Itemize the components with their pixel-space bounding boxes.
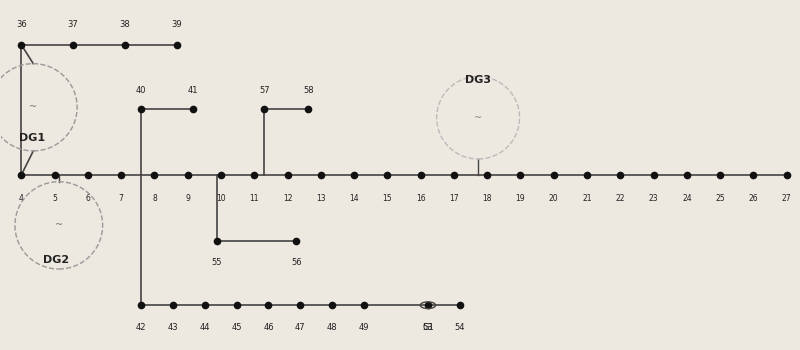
Text: DG1: DG1 [18,133,45,143]
Text: 19: 19 [516,194,526,203]
Text: ~: ~ [474,113,482,123]
Text: 55: 55 [211,258,222,267]
Text: 18: 18 [482,194,492,203]
Text: 43: 43 [167,323,178,331]
Text: 26: 26 [749,194,758,203]
Text: 48: 48 [327,323,338,331]
Text: 49: 49 [359,323,370,331]
Text: 14: 14 [350,194,359,203]
Text: 22: 22 [615,194,625,203]
Text: 21: 21 [582,194,592,203]
Text: 39: 39 [171,20,182,29]
Text: 9: 9 [186,194,190,203]
Text: 7: 7 [118,194,123,203]
Text: 20: 20 [549,194,558,203]
Text: 11: 11 [250,194,259,203]
Text: ~: ~ [30,102,38,112]
Text: DG3: DG3 [465,75,491,85]
Text: 36: 36 [16,20,26,29]
Text: 12: 12 [282,194,292,203]
Text: 42: 42 [136,323,146,331]
Text: 27: 27 [782,194,791,203]
Text: 4: 4 [19,194,24,203]
Text: 17: 17 [449,194,458,203]
Text: 5: 5 [52,194,57,203]
Text: 40: 40 [136,86,146,95]
Text: 10: 10 [216,194,226,203]
Text: 25: 25 [715,194,725,203]
Text: 16: 16 [416,194,426,203]
Text: 53: 53 [422,323,434,331]
Text: 13: 13 [316,194,326,203]
Text: 37: 37 [68,20,78,29]
Text: 57: 57 [259,86,270,95]
Text: 24: 24 [682,194,692,203]
Text: 56: 56 [291,258,302,267]
Text: 54: 54 [454,323,465,331]
Text: 47: 47 [295,323,306,331]
Text: 15: 15 [382,194,392,203]
Text: ~: ~ [54,220,63,230]
Text: 46: 46 [263,323,274,331]
Text: 8: 8 [152,194,157,203]
Text: 23: 23 [649,194,658,203]
Text: 58: 58 [303,86,314,95]
Text: 38: 38 [119,20,130,29]
Text: G1: G1 [422,323,434,331]
Text: 6: 6 [86,194,90,203]
Text: 44: 44 [199,323,210,331]
Text: 45: 45 [231,323,242,331]
Text: 41: 41 [187,86,198,95]
Text: DG2: DG2 [42,255,69,265]
